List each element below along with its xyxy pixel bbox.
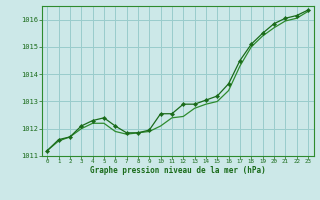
X-axis label: Graphe pression niveau de la mer (hPa): Graphe pression niveau de la mer (hPa): [90, 166, 266, 175]
